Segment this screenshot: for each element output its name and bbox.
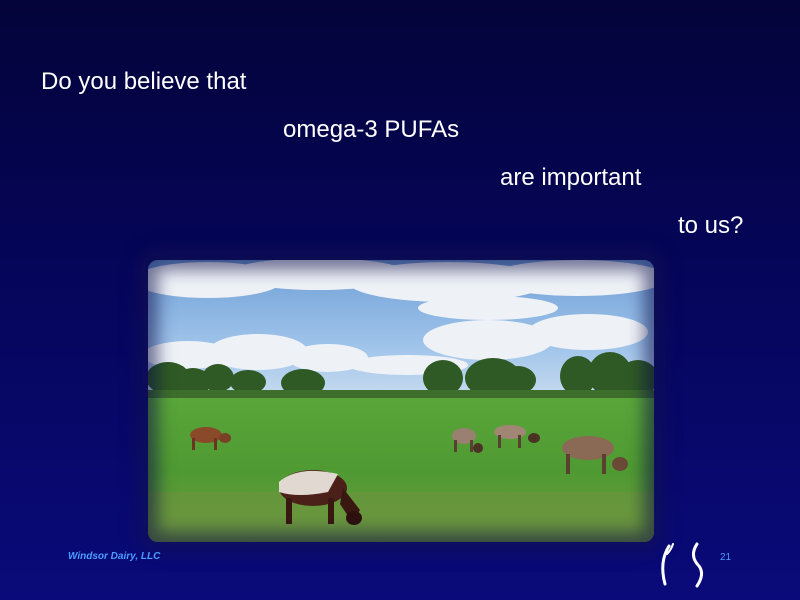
pasture-photo	[148, 260, 654, 542]
cow-left	[190, 427, 231, 450]
question-line-3: are important	[500, 164, 642, 191]
cow-middle-1	[452, 428, 483, 453]
question-line-2: omega-3 PUFAs	[283, 116, 460, 143]
cow-foreground	[279, 470, 362, 525]
cow-right	[562, 436, 628, 474]
windsor-dairy-logo-icon	[661, 542, 704, 588]
footer-company: Windsor Dairy, LLC	[68, 551, 161, 562]
page-number: 21	[720, 552, 732, 563]
clouds	[148, 260, 654, 375]
question-line-1: Do you believe that	[41, 68, 247, 95]
tree-line	[148, 352, 654, 398]
cow-middle-2	[494, 425, 540, 448]
question-line-4: to us?	[678, 212, 744, 239]
